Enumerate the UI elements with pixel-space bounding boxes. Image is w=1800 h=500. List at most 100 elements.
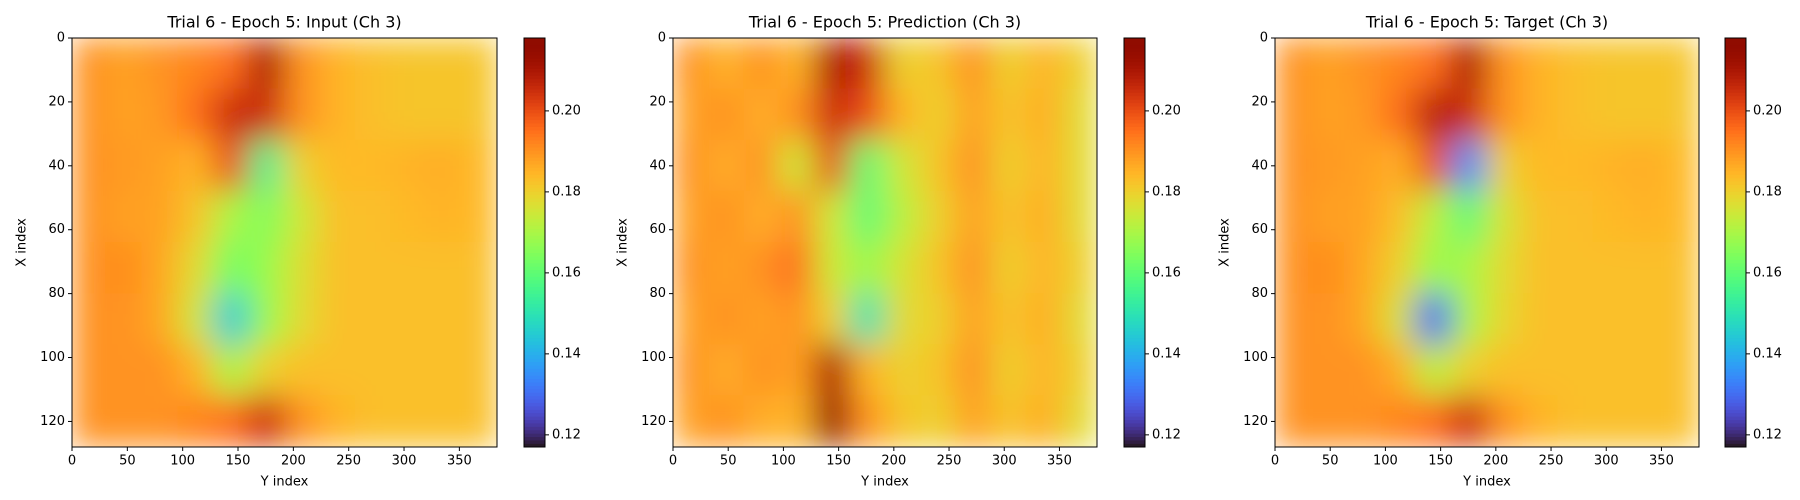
heatmap-cell xyxy=(919,38,957,90)
heatmap-cell xyxy=(1451,190,1488,243)
heatmap-cell xyxy=(1521,38,1559,90)
heatmap-cell xyxy=(1380,88,1417,141)
heatmap-cell xyxy=(813,139,851,192)
heatmap-cell xyxy=(849,344,886,397)
heatmap-cell xyxy=(390,88,427,141)
heatmap-cell xyxy=(919,395,957,447)
heatmap-cell xyxy=(1486,395,1523,447)
heatmap-cell xyxy=(673,344,709,397)
heatmap-cell xyxy=(1557,395,1594,447)
heatmap-cell xyxy=(1557,88,1594,141)
colorbar-tick-label: 0.12 xyxy=(552,427,581,442)
heatmap-cell xyxy=(106,88,144,141)
heatmap-cell xyxy=(884,242,921,295)
heatmap-cell xyxy=(248,38,285,90)
heatmap-cell xyxy=(743,293,780,346)
heatmap-cell xyxy=(72,190,108,243)
x-tick-label: 350 xyxy=(447,454,472,469)
y-tick-label: 60 xyxy=(1251,222,1268,237)
colorbar-tick-label: 0.14 xyxy=(1152,346,1181,361)
heatmap-cell xyxy=(213,88,250,141)
heatmap-cell xyxy=(319,242,356,295)
heatmap-cell xyxy=(142,139,179,192)
heatmap-cell xyxy=(1061,139,1097,192)
heatmap-cell xyxy=(461,395,497,447)
heatmap-cell xyxy=(743,139,780,192)
heatmap-cell xyxy=(425,190,463,243)
heatmap-cell xyxy=(72,293,108,346)
y-tick-label: 20 xyxy=(649,94,666,109)
heatmap-cell xyxy=(813,242,851,295)
heatmap-cell xyxy=(707,190,745,243)
heatmap-cell xyxy=(1627,395,1665,447)
heatmap-cell xyxy=(1275,88,1311,141)
heatmap-cell xyxy=(1380,395,1417,447)
heatmap-cell xyxy=(1663,344,1699,397)
heatmap-cell xyxy=(425,395,463,447)
heatmap-cell xyxy=(1061,88,1097,141)
x-tick-label: 300 xyxy=(1594,454,1619,469)
x-tick-label: 0 xyxy=(68,454,76,469)
x-tick-label: 350 xyxy=(1649,454,1674,469)
heatmap-cell xyxy=(1486,88,1523,141)
heatmap-cell xyxy=(425,293,463,346)
heatmap-cell xyxy=(707,293,745,346)
heatmap-cell xyxy=(1415,139,1453,192)
heatmap-cell xyxy=(461,190,497,243)
x-tick-label: 100 xyxy=(1373,454,1398,469)
heatmap-cell xyxy=(1592,293,1629,346)
heatmap-cell xyxy=(1451,38,1488,90)
heatmap-cell xyxy=(1557,38,1594,90)
heatmap-cell xyxy=(1557,293,1594,346)
heatmap-cell xyxy=(1025,395,1063,447)
heatmap-cell xyxy=(1451,395,1488,447)
x-tick-label: 100 xyxy=(170,454,195,469)
heatmap-cell xyxy=(1061,242,1097,295)
heatmap-cell xyxy=(1451,242,1488,295)
x-tick-label: 200 xyxy=(281,454,306,469)
heatmap-cell xyxy=(425,242,463,295)
x-tick-label: 250 xyxy=(336,454,361,469)
heatmap-cell xyxy=(284,38,321,90)
heatmap-cell xyxy=(1061,38,1097,90)
colorbar-frame xyxy=(1724,37,1747,448)
heatmap-cell xyxy=(1592,242,1629,295)
y-axis-label: X index xyxy=(1218,218,1233,267)
heatmap-cell xyxy=(284,344,321,397)
heatmap-cell xyxy=(743,395,780,447)
heatmap-cell xyxy=(1592,139,1629,192)
heatmap-cell xyxy=(1486,139,1523,192)
y-tick-label: 20 xyxy=(48,94,65,109)
heatmap-cell xyxy=(1025,242,1063,295)
heatmap-cell xyxy=(1663,139,1699,192)
x-axis-label: Y index xyxy=(260,475,309,490)
heatmap-cell xyxy=(1521,293,1559,346)
heatmap-cell xyxy=(884,38,921,90)
heatmap-cell xyxy=(955,139,992,192)
y-tick-label: 120 xyxy=(40,414,65,429)
heatmap-cells xyxy=(673,38,1097,447)
heatmap-cell xyxy=(778,293,815,346)
plot-area xyxy=(72,38,497,447)
y-tick-label: 20 xyxy=(1251,94,1268,109)
heatmap-cell xyxy=(955,395,992,447)
heatmap-cell xyxy=(106,242,144,295)
x-tick-label: 150 xyxy=(226,454,251,469)
heatmap-cell xyxy=(425,38,463,90)
colorbar-tick-label: 0.20 xyxy=(1152,103,1181,118)
x-tick-label: 100 xyxy=(771,454,796,469)
heatmap-cell xyxy=(354,344,392,397)
y-axis-label: X index xyxy=(15,218,30,267)
heatmap-cell xyxy=(884,395,921,447)
heatmap-cell xyxy=(1309,139,1347,192)
heatmap-cell xyxy=(72,38,108,90)
heatmap-cell xyxy=(1521,190,1559,243)
x-axis-label: Y index xyxy=(860,475,909,490)
heatmap-cell xyxy=(778,88,815,141)
y-tick-label: 40 xyxy=(649,158,666,173)
heatmap-cell xyxy=(284,190,321,243)
colorbar-tick-label: 0.12 xyxy=(1152,427,1181,442)
heatmap-cell xyxy=(673,242,709,295)
heatmap-cell xyxy=(884,293,921,346)
heatmap-cell xyxy=(778,38,815,90)
